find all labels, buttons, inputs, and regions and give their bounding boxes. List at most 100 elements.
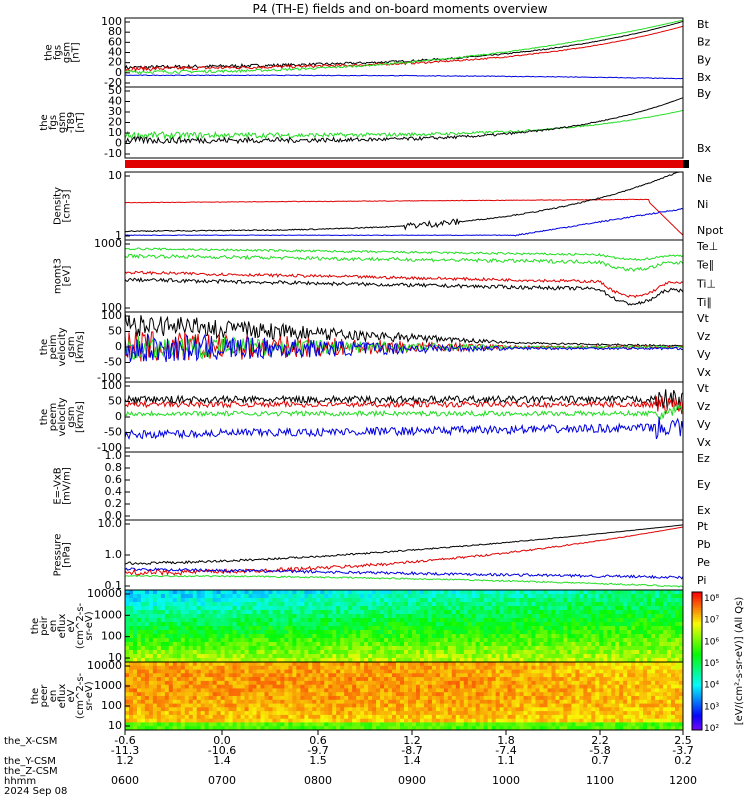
heatmap-cell	[308, 677, 313, 682]
heatmap-cell	[595, 677, 600, 682]
heatmap-cell	[280, 630, 285, 635]
heatmap-cell	[232, 718, 238, 723]
heatmap-cell	[419, 594, 425, 599]
heatmap-cell	[539, 699, 544, 705]
heatmap-cell	[232, 622, 238, 627]
heatmap-cell	[200, 618, 206, 623]
heatmap-cell	[611, 726, 616, 731]
heatmap-cell	[619, 646, 624, 651]
heatmap-cell	[651, 614, 656, 619]
y-axis-label: momt3[eV]	[53, 258, 73, 294]
heatmap-cell	[360, 654, 365, 659]
heatmap-cell	[551, 638, 556, 643]
heatmap-cell	[435, 654, 441, 659]
heatmap-cell	[531, 642, 536, 647]
heatmap-cell	[567, 610, 572, 615]
heatmap-cell	[607, 650, 612, 655]
heatmap-cell	[539, 622, 544, 627]
heatmap-cell	[583, 662, 588, 667]
heatmap-cell	[543, 711, 548, 716]
heatmap-cell	[503, 669, 509, 674]
heatmap-cell	[595, 602, 600, 607]
heatmap-cell	[212, 711, 218, 716]
heatmap-cell	[160, 618, 166, 623]
heatmap-cell	[125, 638, 130, 643]
heatmap-cell	[675, 606, 680, 611]
heatmap-cell	[360, 714, 365, 720]
heatmap-cell	[459, 658, 465, 663]
heatmap-cell	[236, 688, 242, 693]
heatmap-cell	[348, 590, 353, 595]
heatmap-cell	[192, 642, 198, 647]
heatmap-cell	[435, 618, 441, 623]
heatmap-cell	[615, 594, 620, 599]
heatmap-cell	[535, 610, 540, 615]
heatmap-cell	[663, 654, 668, 659]
y-label-line: fgs	[48, 115, 59, 130]
heatmap-cell	[284, 646, 289, 651]
heatmap-cell	[575, 711, 580, 716]
heatmap-cell	[320, 665, 325, 671]
heatmap-cell	[204, 594, 210, 599]
heatmap-cell	[479, 673, 485, 678]
heatmap-cell	[396, 711, 401, 716]
heatmap-cell	[340, 722, 345, 727]
heatmap-cell	[408, 606, 413, 611]
heatmap-cell	[152, 684, 158, 689]
heatmap-cell	[651, 630, 656, 635]
heatmap-cell	[459, 692, 465, 697]
heatmap-cell	[611, 673, 616, 678]
heatmap-cell	[543, 634, 548, 639]
heatmap-cell	[435, 677, 441, 682]
heatmap-cell	[180, 722, 186, 727]
heatmap-cell	[635, 630, 640, 635]
heatmap-cell	[320, 696, 325, 701]
heatmap-cell	[408, 692, 413, 697]
heatmap-cell	[643, 590, 648, 595]
heatmap-cell	[547, 650, 552, 655]
heatmap-cell	[611, 688, 616, 693]
heatmap-cell	[316, 654, 321, 659]
heatmap-cell	[236, 692, 242, 697]
heatmap-cell	[543, 622, 548, 627]
heatmap-cell	[487, 622, 493, 627]
heatmap-cell	[164, 662, 170, 667]
heatmap-cell	[523, 688, 529, 693]
heatmap-cell	[435, 707, 441, 712]
heatmap-cell	[204, 673, 210, 678]
heatmap-cell	[372, 618, 377, 623]
heatmap-cell	[328, 614, 333, 619]
heatmap-cell	[188, 665, 194, 671]
heatmap-cell	[384, 684, 389, 689]
heatmap-cell	[184, 630, 190, 635]
heatmap-cell	[563, 688, 568, 693]
heatmap-cell	[176, 692, 182, 697]
heatmap-cell	[607, 618, 612, 623]
heatmap-cell	[408, 610, 413, 615]
heatmap-cell	[400, 718, 405, 723]
heatmap-cell	[137, 634, 142, 639]
heatmap-cell	[467, 688, 473, 693]
heatmap-cell	[643, 634, 648, 639]
heatmap-cell	[627, 688, 632, 693]
heatmap-cell	[129, 642, 134, 647]
heatmap-cell	[427, 626, 433, 631]
heatmap-cell	[631, 614, 636, 619]
legend-Vt: Vt	[697, 312, 710, 325]
heatmap-cell	[479, 626, 485, 631]
heatmap-cell	[204, 658, 210, 663]
heatmap-cell	[555, 594, 560, 599]
heatmap-cell	[220, 650, 226, 655]
heatmap-cell	[324, 614, 329, 619]
heatmap-cell	[499, 610, 505, 615]
heatmap-cell	[599, 654, 604, 659]
heatmap-cell	[471, 707, 477, 712]
heatmap-cell	[412, 594, 417, 599]
heatmap-cell	[467, 718, 473, 723]
heatmap-cell	[280, 684, 285, 689]
heatmap-cell	[523, 606, 529, 611]
heatmap-cell	[172, 626, 178, 631]
heatmap-cell	[599, 642, 604, 647]
heatmap-cell	[455, 658, 461, 663]
heatmap-cell	[208, 606, 214, 611]
